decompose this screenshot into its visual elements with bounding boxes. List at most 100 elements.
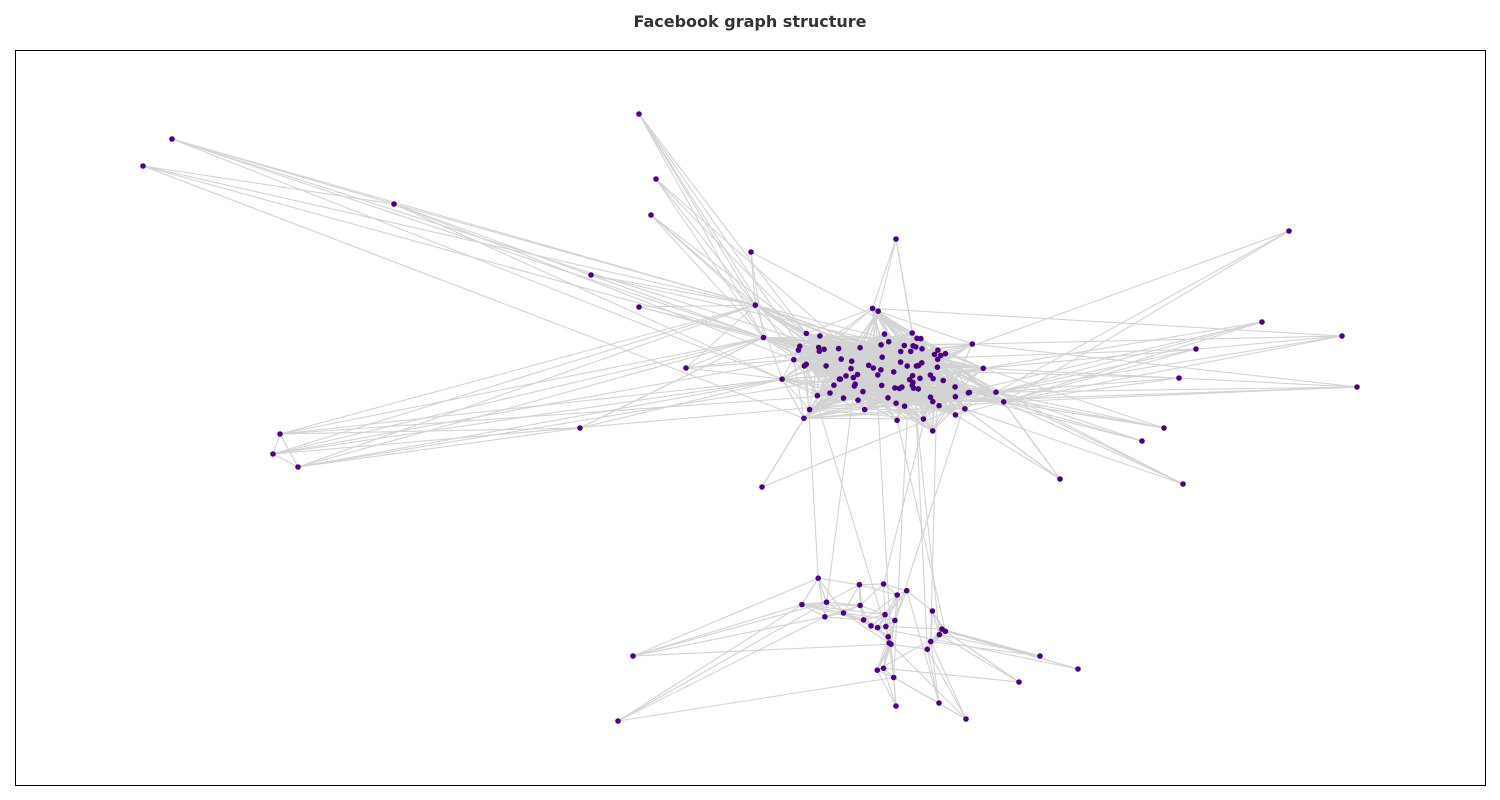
- graph-node: [936, 631, 943, 638]
- graph-node: [857, 344, 863, 351]
- graph-edge: [939, 634, 1020, 683]
- graph-node: [881, 331, 888, 337]
- graph-edge: [817, 578, 826, 617]
- graph-edge: [818, 346, 900, 389]
- graph-node: [856, 581, 863, 588]
- graph-node: [901, 403, 908, 410]
- graph-edge: [1003, 230, 1290, 403]
- graph-edge: [983, 367, 1165, 429]
- graph-edge: [995, 391, 1165, 429]
- graph-edge: [590, 274, 756, 306]
- graph-node: [913, 363, 920, 369]
- graph-edge: [750, 251, 765, 338]
- graph-node: [952, 384, 958, 390]
- graph-edge: [883, 583, 898, 596]
- graph-node: [929, 608, 936, 614]
- graph-node: [803, 361, 809, 368]
- graph-edge: [826, 601, 892, 645]
- graph-node: [270, 451, 276, 457]
- graph-edge: [279, 336, 764, 435]
- graph-node: [897, 348, 904, 355]
- graph-edge: [904, 321, 1263, 407]
- graph-node: [848, 365, 854, 372]
- graph-node: [930, 398, 936, 405]
- graph-edge: [650, 214, 807, 334]
- graph-edge: [862, 391, 933, 403]
- graph-node: [918, 335, 924, 342]
- graph-node: [860, 617, 867, 623]
- graph-edge: [638, 113, 756, 306]
- graph-edge: [890, 643, 967, 720]
- graph-edge: [803, 417, 924, 420]
- graph-edge: [930, 641, 940, 704]
- graph-node: [801, 415, 807, 422]
- graph-node: [952, 412, 959, 418]
- graph-edge: [995, 386, 1358, 393]
- graph-edge: [809, 369, 882, 411]
- graph-edge: [900, 353, 935, 363]
- graph-node: [855, 397, 861, 404]
- graph-node: [907, 348, 914, 355]
- graph-node: [840, 395, 847, 401]
- graph-node: [821, 346, 827, 353]
- graph-edge: [983, 321, 1263, 369]
- graph-edge: [638, 113, 801, 347]
- graph-node: [894, 417, 900, 424]
- graph-node: [893, 703, 899, 709]
- graph-edge: [801, 604, 886, 616]
- graph-edge: [896, 386, 1358, 404]
- graph-edge: [579, 337, 764, 429]
- graph-node: [935, 347, 941, 354]
- graph-node: [942, 628, 949, 635]
- graph-edge: [655, 178, 764, 338]
- graph-edge: [617, 616, 826, 722]
- graph-node: [942, 350, 949, 357]
- graph-edge: [617, 604, 803, 722]
- graph-edge: [995, 321, 1263, 393]
- graph-node: [919, 346, 925, 352]
- graph-edge: [906, 590, 940, 704]
- graph-edge: [781, 378, 818, 397]
- graph-node: [391, 201, 397, 207]
- graph-edge: [393, 203, 756, 306]
- graph-node: [636, 304, 642, 310]
- graph-edge: [880, 344, 934, 402]
- graph-node: [934, 356, 941, 363]
- graph-node: [1339, 333, 1345, 339]
- graph-edge: [883, 583, 886, 615]
- graph-edge: [995, 391, 1061, 480]
- graph-edge: [638, 113, 818, 396]
- graph-edge: [824, 385, 855, 617]
- graph-edge: [843, 612, 895, 621]
- graph-node: [823, 599, 830, 605]
- graph-edge: [1003, 377, 1180, 403]
- graph-edge: [888, 620, 896, 644]
- graph-node: [927, 394, 934, 401]
- graph-edge: [632, 604, 803, 657]
- graph-edge: [279, 427, 581, 435]
- graph-edge: [859, 584, 898, 596]
- graph-node: [899, 384, 905, 390]
- graph-edge: [880, 369, 934, 403]
- graph-edge: [900, 361, 934, 402]
- graph-node: [937, 352, 944, 359]
- graph-edge: [650, 214, 764, 338]
- graph-node: [827, 390, 833, 396]
- graph-edge: [617, 601, 827, 722]
- graph-node: [882, 611, 888, 618]
- graph-edge: [877, 590, 908, 629]
- graph-edge: [142, 165, 756, 306]
- graph-edge: [763, 336, 984, 369]
- graph-node: [817, 333, 823, 339]
- graph-node: [748, 249, 754, 255]
- graph-edge: [826, 601, 861, 606]
- graph-node: [980, 365, 987, 372]
- graph-node: [1037, 653, 1043, 659]
- graph-node: [892, 617, 898, 624]
- graph-edge: [851, 348, 1197, 362]
- graph-edge: [883, 667, 1020, 683]
- graph-node: [865, 362, 872, 369]
- graph-node: [869, 305, 876, 312]
- graph-node: [878, 342, 884, 348]
